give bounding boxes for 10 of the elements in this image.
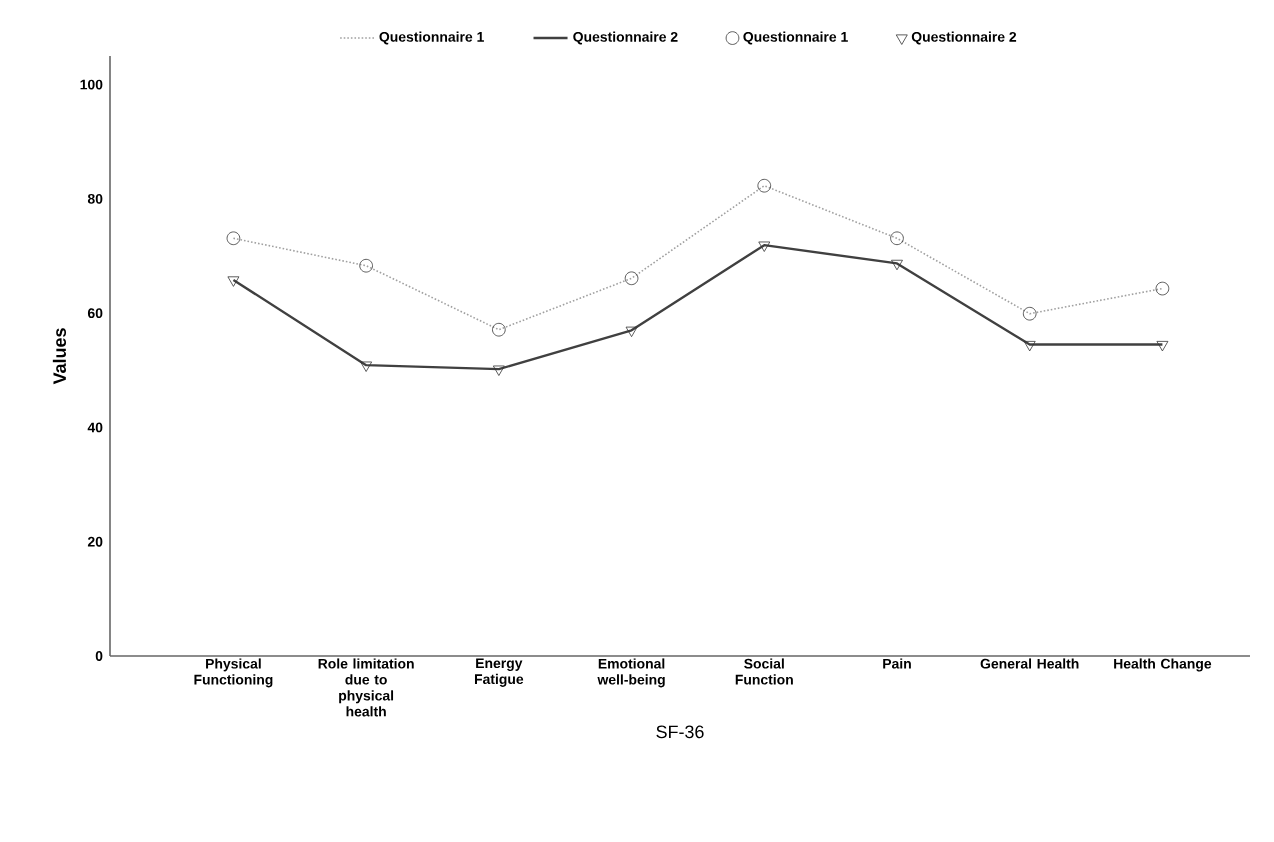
point	[360, 361, 373, 372]
point	[891, 259, 903, 271]
point	[1023, 340, 1036, 352]
point	[492, 365, 505, 376]
x-axis-title: SF-36	[656, 725, 704, 739]
point	[1156, 340, 1169, 352]
y-axis-title: Values	[52, 328, 67, 385]
point	[758, 241, 771, 252]
point	[227, 276, 240, 287]
point	[625, 326, 638, 338]
